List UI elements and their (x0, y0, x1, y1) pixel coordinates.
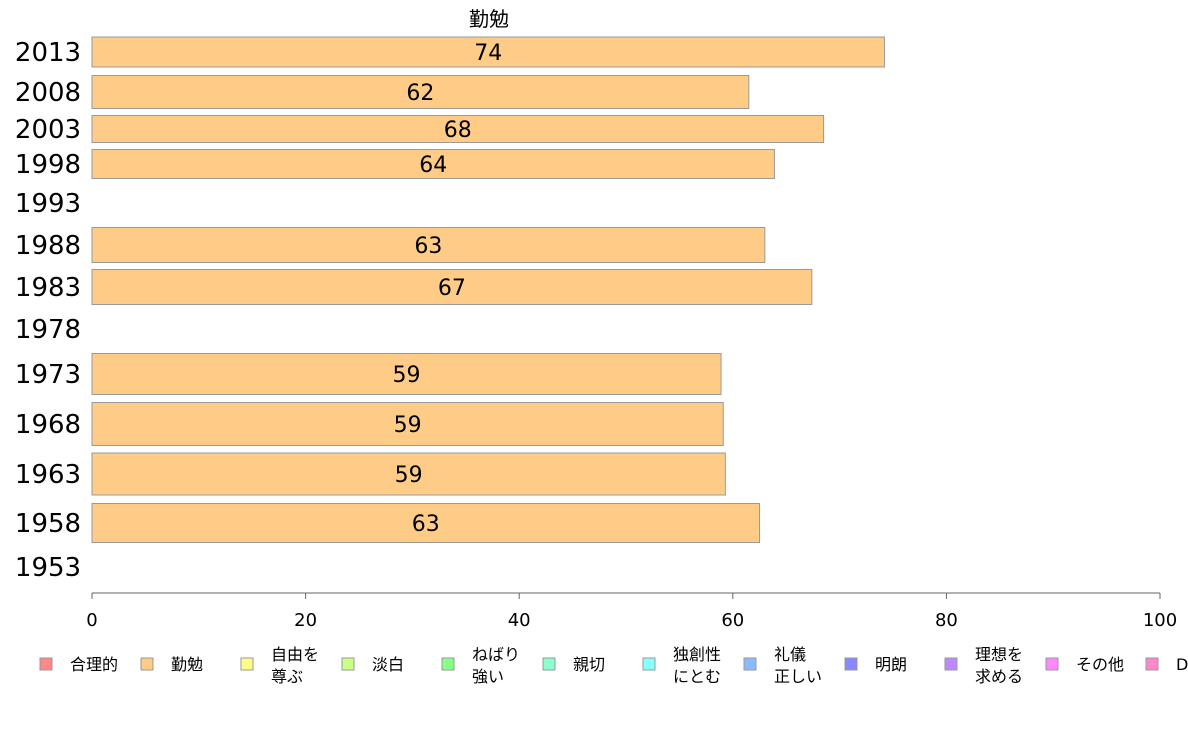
y-tick-label: 1983 (15, 273, 81, 303)
legend-label: その他 (1076, 655, 1124, 674)
bar (91, 36, 885, 68)
bar (91, 503, 760, 543)
y-tick-label: 1963 (15, 460, 81, 490)
y-tick-label: 1988 (15, 231, 81, 261)
bar-value-label: 63 (412, 512, 440, 537)
y-tick-label: 1953 (15, 553, 81, 583)
legend-swatch (944, 657, 958, 671)
legend-label: 合理的 (70, 655, 118, 674)
bar-value-label: 59 (395, 463, 423, 488)
legend-label: ねばり強い (472, 645, 520, 686)
y-tick-label: 1973 (15, 360, 81, 390)
x-tick-label: 80 (935, 610, 958, 631)
legend-swatch (642, 657, 656, 671)
bar (91, 75, 750, 109)
y-tick-label: 1993 (15, 189, 81, 219)
legend-swatch (341, 657, 355, 671)
legend-label: 勤勉 (171, 655, 203, 674)
x-tick-label: 0 (86, 610, 97, 631)
legend-swatch (1145, 657, 1159, 671)
legend-swatch (1045, 657, 1059, 671)
legend-swatch (240, 657, 254, 671)
y-tick-label: 1968 (15, 410, 81, 440)
bar-value-label: 68 (444, 118, 472, 143)
x-tick-label: 40 (508, 610, 531, 631)
bar-value-label: 62 (406, 81, 434, 106)
y-tick-label: 1978 (15, 315, 81, 345)
legend-label: 自由を尊ぶ (271, 645, 319, 686)
legend-swatch (743, 657, 757, 671)
bar (91, 452, 726, 496)
legend-swatch (542, 657, 556, 671)
bar (91, 269, 813, 305)
bar (91, 353, 722, 395)
bar-value-label: 67 (438, 276, 466, 301)
bar-value-label: 59 (394, 413, 422, 438)
legend-swatch (441, 657, 455, 671)
bar-value-label: 64 (419, 153, 447, 178)
y-tick-label: 2013 (15, 38, 81, 68)
legend-label: 理想を求める (975, 645, 1023, 686)
x-tick-label: 60 (721, 610, 744, 631)
legend-label: 親切 (573, 655, 605, 674)
bar (91, 227, 766, 263)
legend-swatch (140, 657, 154, 671)
legend-label: 淡白 (372, 655, 404, 674)
bar-value-label: 59 (393, 363, 421, 388)
y-tick-label: 2008 (15, 78, 81, 108)
legend-label: D (1176, 655, 1188, 674)
legend-swatch (844, 657, 858, 671)
y-tick-label: 1998 (15, 150, 81, 180)
y-tick-label: 2003 (15, 115, 81, 145)
chart-title: 勤勉 (469, 7, 509, 31)
legend-label: 明朗 (875, 655, 907, 674)
x-tick-label: 20 (294, 610, 317, 631)
bar (91, 149, 775, 179)
bar (91, 402, 724, 446)
y-tick-label: 1958 (15, 509, 81, 539)
bar-value-label: 63 (414, 234, 442, 259)
legend-label: 礼儀正しい (774, 645, 822, 686)
legend-label: 独創性にとむ (673, 645, 721, 686)
x-tick-label: 100 (1143, 610, 1177, 631)
legend-swatch (39, 657, 53, 671)
bar-value-label: 74 (474, 41, 502, 66)
bar (91, 115, 825, 143)
